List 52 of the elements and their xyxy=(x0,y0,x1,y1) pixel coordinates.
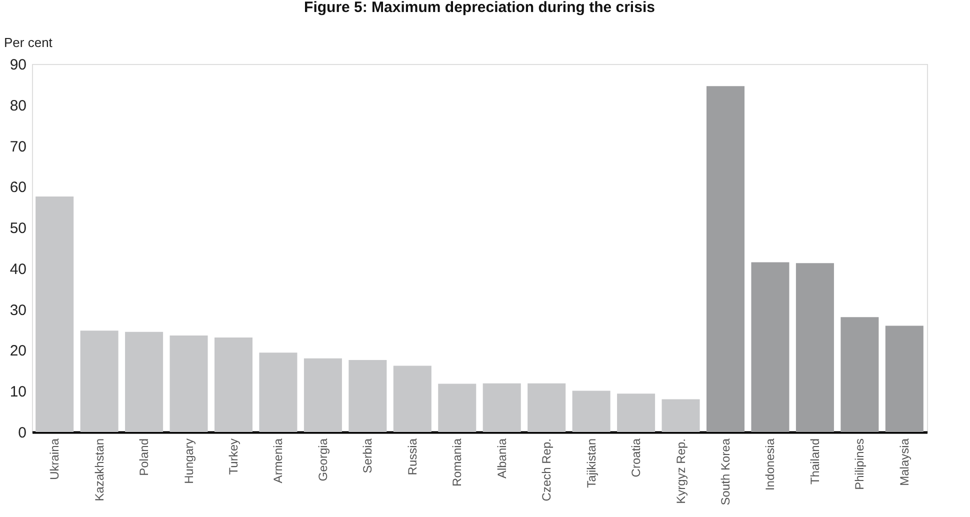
y-tick-label: 60 xyxy=(10,179,26,196)
x-tick-label: Croatia xyxy=(629,438,644,478)
bar xyxy=(438,384,476,432)
bar xyxy=(348,360,387,432)
x-tick-label: Indonesia xyxy=(763,438,778,491)
x-tick-label: Poland xyxy=(137,438,152,476)
x-tick-label: Kyrgyz Rep. xyxy=(674,438,688,504)
bar xyxy=(706,86,745,432)
y-tick-label: 80 xyxy=(10,97,26,114)
x-tick-label: Ukraina xyxy=(48,438,62,480)
y-tick-label: 40 xyxy=(10,260,26,278)
bar xyxy=(572,390,610,432)
bar xyxy=(482,383,521,432)
x-tick-label: Philipines xyxy=(852,438,867,490)
bar xyxy=(304,358,342,432)
bar xyxy=(528,383,566,432)
chart-title: Figure 5: Maximum depreciation during the crisis xyxy=(304,0,655,16)
bar xyxy=(170,336,208,432)
x-tick-label: Serbia xyxy=(360,438,375,474)
x-tick-label: Tajikistan xyxy=(584,438,598,488)
bar xyxy=(214,338,253,432)
y-tick-label: 30 xyxy=(10,302,26,319)
x-tick-label: Albania xyxy=(494,438,509,479)
y-axis-title: Per cent xyxy=(4,35,53,50)
y-tick-label: 20 xyxy=(10,342,26,360)
x-tick-label: Czech Rep. xyxy=(540,438,554,502)
bar xyxy=(840,317,879,432)
bar xyxy=(393,366,432,432)
x-tick-label: Turkey xyxy=(226,438,240,475)
bar xyxy=(617,394,656,432)
x-tick-label: Hungary xyxy=(182,438,196,484)
x-tick-label: Malaysia xyxy=(897,438,912,486)
y-tick-label: 90 xyxy=(10,56,26,74)
x-tick-label: South Korea xyxy=(718,438,732,506)
x-tick-label: Kazakhstan xyxy=(92,438,106,502)
x-tick-label: Russia xyxy=(405,438,420,476)
y-tick-label: 0 xyxy=(18,424,26,442)
x-tick-label: Georgia xyxy=(316,438,330,482)
x-tick-label: Thailand xyxy=(808,438,822,485)
bar xyxy=(80,330,118,432)
bar xyxy=(751,262,790,432)
bar xyxy=(259,352,298,432)
bar xyxy=(662,399,700,432)
y-tick-label: 70 xyxy=(10,138,26,156)
x-tick-label: Romania xyxy=(450,438,464,487)
bar xyxy=(36,196,74,432)
y-tick-label: 50 xyxy=(10,220,26,238)
x-tick-label: Armenia xyxy=(271,438,286,484)
y-tick-label: 10 xyxy=(10,384,26,401)
bar xyxy=(125,332,164,432)
bar xyxy=(796,263,834,432)
bar xyxy=(885,326,924,432)
